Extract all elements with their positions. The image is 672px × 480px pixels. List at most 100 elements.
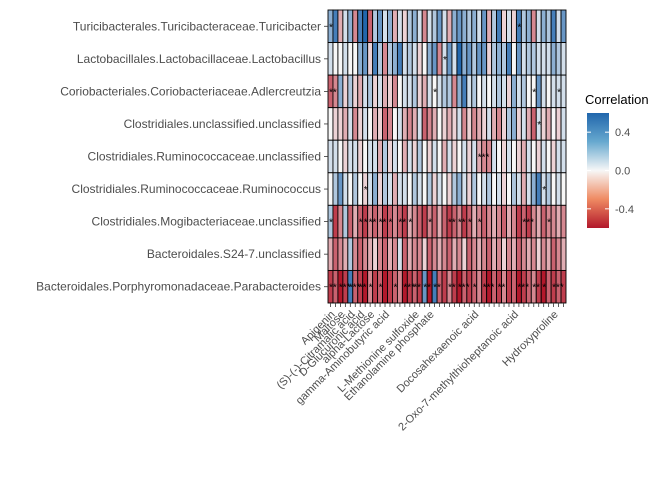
legend-ticks: 0.4 0.0 -0.4 — [587, 127, 634, 216]
significance-mark: ** — [532, 283, 540, 294]
heatmap-cell — [481, 74, 488, 109]
significance-mark: * — [359, 218, 363, 229]
heatmap-cell — [382, 9, 388, 44]
significance-mark: *** — [522, 218, 534, 229]
heatmap-cell — [456, 42, 463, 76]
heatmap-cell — [476, 42, 483, 76]
heatmap-cell — [372, 237, 379, 271]
heatmap-cell — [540, 139, 547, 174]
heatmap-cell — [511, 269, 517, 304]
heatmap-cell — [421, 74, 428, 109]
heatmap-cell — [540, 204, 547, 239]
heatmap-cell — [555, 42, 562, 76]
heatmap-cell — [416, 9, 423, 44]
significance-mark: * — [408, 218, 412, 229]
heatmap-cell — [471, 42, 478, 76]
heatmap-cell — [396, 42, 403, 76]
heatmap-cell — [387, 107, 393, 141]
legend-tick-label: -0.4 — [615, 204, 634, 216]
heatmap-cell — [550, 9, 557, 44]
heatmap-cell — [347, 107, 354, 141]
heatmap-cell — [560, 42, 567, 76]
heatmap-cell — [481, 237, 488, 271]
heatmap-cell — [401, 42, 408, 76]
heatmap-cell — [342, 139, 349, 174]
heatmap-cell — [466, 9, 473, 44]
heatmap-cell — [396, 269, 403, 304]
heatmap-cell — [387, 42, 393, 76]
heatmap-cell — [441, 204, 448, 239]
heatmap-cell — [441, 74, 448, 109]
heatmap-cell — [367, 74, 374, 109]
significance-stars: * **** * * ****** ** * * ** ** * ** * * ** ** * * *** *** **… — [329, 22, 564, 293]
heatmap-cell — [461, 107, 468, 141]
heatmap-cell — [411, 107, 418, 141]
heatmap-cell — [362, 42, 369, 76]
heatmap-cell — [456, 237, 463, 271]
heatmap-cell — [461, 74, 468, 109]
heatmap-cell — [545, 269, 552, 304]
heatmap-cell — [535, 42, 542, 76]
heatmap-cell — [337, 237, 344, 271]
heatmap-cell — [401, 139, 408, 174]
heatmap-cell — [372, 172, 379, 206]
heatmap-cell — [515, 42, 522, 76]
heatmap-cell — [520, 42, 527, 76]
heatmap-cell — [506, 172, 512, 206]
y-tick-label: Clostridiales.Mogibacteriaceae.unclassif… — [92, 215, 321, 229]
heatmap-cell — [550, 74, 557, 109]
y-axis-labels: Turicibacterales.Turicibacteraceae.Turic… — [36, 19, 328, 294]
heatmap-cell — [441, 237, 448, 271]
significance-mark: * — [369, 283, 373, 294]
heatmap-cell — [515, 139, 522, 174]
heatmap-cell — [540, 74, 547, 109]
heatmap-cell — [416, 172, 423, 206]
heatmap-cell — [337, 9, 344, 44]
heatmap-cell — [401, 172, 408, 206]
heatmap-cell — [337, 107, 344, 141]
heatmap-cell — [471, 237, 478, 271]
heatmap-cell — [530, 237, 537, 271]
heatmap-cell — [367, 42, 374, 76]
heatmap-cell — [342, 107, 349, 141]
heatmap-cell — [411, 74, 418, 109]
heatmap-cell — [496, 74, 502, 109]
heatmap-cell — [332, 107, 339, 141]
heatmap-cell — [357, 42, 364, 76]
heatmap-cell — [406, 74, 413, 109]
heatmap-cell — [347, 204, 354, 239]
heatmap-cell — [496, 107, 502, 141]
heatmap-cell — [367, 237, 374, 271]
significance-mark: * — [532, 87, 536, 98]
y-tick-label: Lactobacillales.Lactobacillaceae.Lactoba… — [77, 52, 321, 66]
significance-mark: ** — [413, 283, 421, 294]
heatmap-cell — [347, 139, 354, 174]
significance-mark: ** — [448, 218, 456, 229]
significance-mark: * — [468, 218, 472, 229]
heatmap-cell — [451, 107, 458, 141]
heatmap-cell — [481, 9, 488, 44]
heatmap-cell — [411, 139, 418, 174]
heatmap-cell — [416, 74, 423, 109]
heatmap-cell — [387, 74, 393, 109]
heatmap-cell — [456, 172, 463, 206]
heatmap-cell — [392, 139, 398, 174]
heatmap-cell — [352, 204, 359, 239]
heatmap-cell — [446, 237, 453, 271]
significance-mark: *** — [403, 283, 415, 294]
heatmap-cell — [560, 172, 567, 206]
significance-mark: * — [329, 218, 333, 229]
heatmap-cell — [476, 237, 483, 271]
heatmap-cell — [486, 204, 493, 239]
heatmap-cell — [392, 107, 398, 141]
significance-mark: * — [547, 218, 551, 229]
heatmap-cell — [357, 237, 364, 271]
heatmap-cell — [392, 74, 398, 109]
heatmap-cell — [426, 237, 433, 271]
heatmap-cell — [441, 172, 448, 206]
heatmap-cell — [347, 237, 354, 271]
heatmap-cell — [511, 237, 517, 271]
heatmap-cell — [555, 107, 562, 141]
heatmap-cell — [372, 107, 379, 141]
heatmap-cell — [441, 107, 448, 141]
